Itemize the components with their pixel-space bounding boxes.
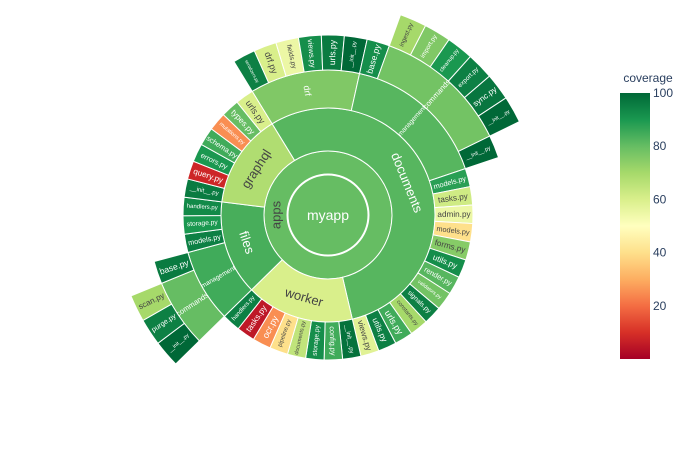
segment-label-admin-py: admin.py: [437, 210, 471, 219]
segment-label-handlers-py: handlers.py: [187, 204, 218, 212]
segment-label-views-py: views.py: [306, 39, 318, 69]
segment-label-files: files: [236, 229, 258, 256]
segment-label-init-py: __init__.py: [348, 41, 358, 69]
segment-label-init-py: __init__.py: [188, 186, 219, 197]
colorbar-tick-label: 20: [653, 299, 667, 313]
segment-label-tasks-py: tasks.py: [437, 192, 469, 205]
colorbar: coverage 20 40 60 80 100: [620, 71, 673, 359]
segment-label-models-py: models.py: [436, 224, 470, 237]
colorbar-tick-label: 40: [653, 246, 667, 260]
segment-label-drf: drf: [301, 85, 313, 97]
colorbar-title: coverage: [623, 71, 673, 85]
colorbar-tick-label: 60: [653, 192, 667, 206]
segment-label-config-py: config.py: [328, 326, 338, 356]
colorbar-tick-label: 100: [653, 86, 673, 100]
segment-label-storage-py: storage.py: [187, 219, 219, 228]
segment-label-myapp: myapp: [307, 207, 349, 223]
colorbar-gradient: [620, 93, 650, 359]
segment-myapp[interactable]: [287, 174, 369, 256]
segment-label-apps: apps: [269, 200, 284, 229]
segment-label-init-py: __init__.py: [343, 323, 354, 354]
colorbar-tick-label: 80: [653, 139, 667, 153]
segment-label-urls-py: urls.py: [327, 39, 338, 65]
segment-urls-py[interactable]: [236, 90, 273, 133]
segment-label-storage-py: storage.py: [312, 324, 322, 356]
colorbar-ticks: 20 40 60 80 100: [653, 86, 673, 313]
